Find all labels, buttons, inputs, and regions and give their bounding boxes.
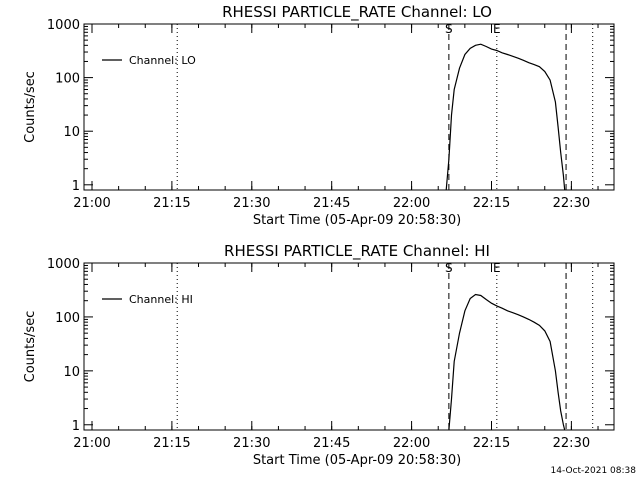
x-axis-label: Start Time (05-Apr-09 20:58:30): [253, 213, 461, 228]
x-tick-label: 21:00: [73, 436, 110, 451]
y-tick-label: 1000: [47, 18, 80, 33]
x-tick-label: 21:45: [313, 436, 350, 451]
series-line: [448, 293, 566, 431]
y-tick-label: 1: [72, 179, 80, 194]
x-tick-label: 21:45: [313, 196, 350, 211]
x-tick-label: 22:00: [393, 196, 430, 211]
x-tick-label: 22:30: [553, 196, 590, 211]
x-tick-label: 21:30: [233, 436, 270, 451]
x-tick-label: 21:15: [153, 196, 190, 211]
chart-title: RHESSI PARTICLE_RATE Channel: LO: [222, 3, 492, 22]
legend-label: Channel: LO: [129, 54, 196, 67]
y-axis-label: Counts/sec: [23, 311, 38, 383]
series-line: [445, 43, 566, 191]
x-axis-label: Start Time (05-Apr-09 20:58:30): [253, 453, 461, 468]
marker-label-e: E: [493, 22, 501, 36]
plot-frame: [83, 23, 615, 191]
legend-label: Channel: HI: [129, 293, 193, 306]
x-tick-label: 21:15: [153, 436, 190, 451]
y-tick-label: 1: [72, 419, 80, 434]
y-tick-label: 10: [63, 125, 80, 140]
chart-panel-2: RHESSI PARTICLE_RATE Channel: HI 1 10 100 10…: [23, 242, 615, 468]
marker-label-s: S: [445, 22, 453, 36]
y-tick-label: 1000: [47, 257, 80, 272]
y-tick-label: 100: [55, 311, 80, 326]
plot-frame: [83, 262, 615, 431]
marker-label-s: S: [445, 261, 453, 275]
x-tick-label: 22:30: [553, 436, 590, 451]
x-tick-label: 22:15: [473, 436, 510, 451]
marker-label-e: E: [493, 261, 501, 275]
y-tick-label: 100: [55, 72, 80, 87]
x-tick-label: 22:15: [473, 196, 510, 211]
x-tick-label: 21:00: [73, 196, 110, 211]
chart-title: RHESSI PARTICLE_RATE Channel: HI: [224, 242, 490, 261]
x-tick-label: 21:30: [233, 196, 270, 211]
chart-panel-1: RHESSI PARTICLE_RATE Channel: LO 1 10 100 10…: [23, 3, 615, 228]
y-axis-label: Counts/sec: [23, 71, 38, 143]
x-tick-label: 22:00: [393, 436, 430, 451]
y-tick-label: 10: [63, 365, 80, 380]
timestamp: 14-Oct-2021 08:38: [550, 466, 636, 476]
